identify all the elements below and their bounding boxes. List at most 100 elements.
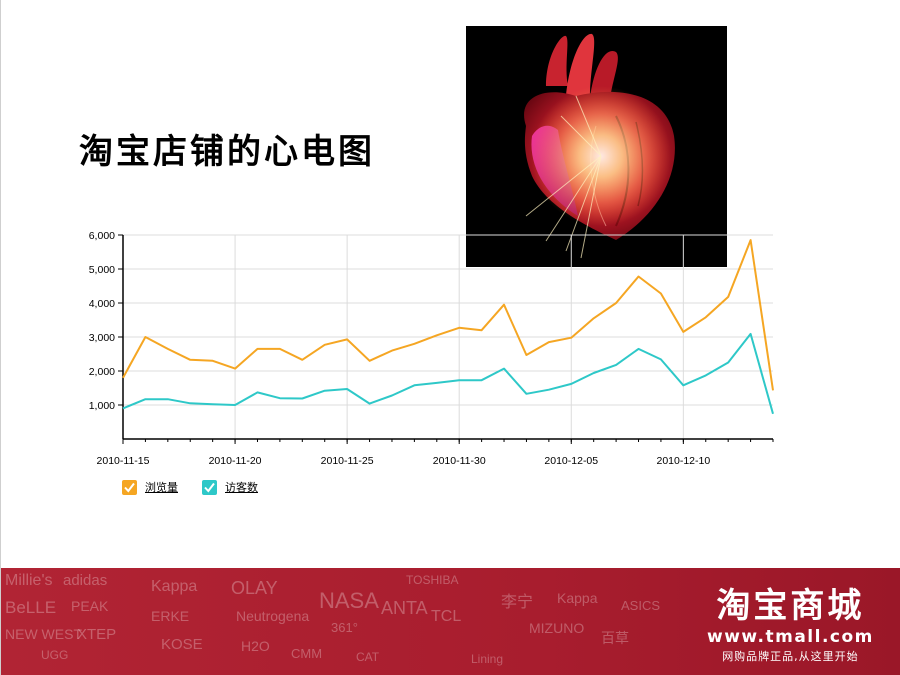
data-point <box>569 335 574 340</box>
x-tick-label: 2010-11-30 <box>433 455 486 467</box>
data-point <box>681 329 686 334</box>
x-tick-label: 2010-12-05 <box>544 455 598 467</box>
data-point <box>345 387 350 392</box>
data-point <box>367 358 372 363</box>
data-point <box>748 331 753 336</box>
data-point <box>165 346 170 351</box>
data-point <box>614 301 619 306</box>
data-point <box>277 396 282 401</box>
data-point <box>524 391 529 396</box>
data-point <box>255 390 260 395</box>
data-point <box>681 383 686 388</box>
data-point <box>703 315 708 320</box>
data-point <box>412 341 417 346</box>
data-point <box>636 274 641 279</box>
x-tick-label: 2010-12-10 <box>656 455 710 467</box>
checkbox-checked-icon[interactable] <box>202 479 217 495</box>
data-point <box>322 388 327 393</box>
brand-watermark: TCL <box>431 608 462 625</box>
legend-label-pageviews[interactable]: 浏览量 <box>145 482 178 494</box>
data-point <box>546 387 551 392</box>
data-point <box>121 375 126 380</box>
data-point <box>143 335 148 340</box>
y-tick-label: 6,000 <box>89 230 115 242</box>
brand-watermark: Kappa <box>557 590 598 606</box>
data-point <box>412 383 417 388</box>
brand-watermark: OLAY <box>231 578 278 598</box>
data-point <box>771 411 776 416</box>
brand-watermark: CAT <box>356 650 380 664</box>
brand-watermark: ERKE <box>151 608 190 624</box>
data-point <box>322 342 327 347</box>
y-tick-label: 3,000 <box>89 332 115 344</box>
brand-watermark: 李宁 <box>501 594 534 611</box>
legend-item-pageviews[interactable]: 浏览量 <box>122 479 178 495</box>
y-tick-label: 5,000 <box>89 264 115 276</box>
data-point <box>121 406 126 411</box>
footer-banner: Millie's BeLLE NEW WEST UGG adidas PEAK XTEP Ka… <box>1 568 900 675</box>
data-point <box>300 357 305 362</box>
brand-watermark: H2O <box>241 638 270 654</box>
data-point <box>546 340 551 345</box>
data-point <box>143 397 148 402</box>
data-point <box>345 337 350 342</box>
logo-url[interactable]: www.tmall.com <box>707 627 874 647</box>
legend-item-visitors[interactable]: 访客数 <box>202 479 258 495</box>
data-point <box>658 291 663 296</box>
brand-watermark: ASICS <box>621 598 661 613</box>
x-tick-label: 2010-11-25 <box>321 455 374 467</box>
brand-watermark: CMM <box>291 646 323 661</box>
data-point <box>188 357 193 362</box>
tmall-logo[interactable]: 淘宝商城 www.tmall.com 网购品牌正品,从这里开始 <box>707 586 874 666</box>
brand-watermark: TOSHIBA <box>406 573 459 587</box>
brand-watermark: UGG <box>41 648 69 662</box>
data-point <box>233 366 238 371</box>
data-point <box>703 373 708 378</box>
brand-watermark: NASA <box>319 588 379 613</box>
data-point <box>233 403 238 408</box>
data-point <box>434 380 439 385</box>
brand-watermark: adidas <box>63 572 108 589</box>
series-line-1 <box>122 332 774 415</box>
x-tick-label: 2010-11-20 <box>209 455 262 467</box>
data-point <box>434 333 439 338</box>
checkbox-checked-icon[interactable] <box>122 479 137 495</box>
data-point <box>502 366 507 371</box>
line-chart: 1,000 2,000 3,000 4,000 5,000 6,000 2010-11-15… <box>89 230 776 467</box>
brand-watermark: Lining <box>471 652 504 666</box>
y-tick-label: 2,000 <box>89 366 115 378</box>
brand-watermark: XTEP <box>77 626 117 643</box>
brand-watermark: PEAK <box>71 598 109 614</box>
brand-watermark: 百草 <box>601 630 629 646</box>
brand-watermark: Neutrogena <box>236 608 310 624</box>
brand-watermark: ANTA <box>381 598 428 618</box>
x-tick-label: 2010-11-15 <box>97 455 150 467</box>
slide-title: 淘宝店铺的心电图 <box>79 132 375 172</box>
data-point <box>614 362 619 367</box>
data-point <box>726 360 731 365</box>
data-point <box>255 346 260 351</box>
brand-watermark: Millie's <box>5 572 53 589</box>
data-point <box>210 358 215 363</box>
data-point <box>210 402 215 407</box>
data-point <box>524 353 529 358</box>
data-point <box>636 346 641 351</box>
data-point <box>457 378 462 383</box>
brand-watermark: KOSE <box>161 636 203 653</box>
data-point <box>591 316 596 321</box>
data-point <box>188 401 193 406</box>
data-point <box>658 357 663 362</box>
data-point <box>389 393 394 398</box>
data-point <box>726 294 731 299</box>
data-point <box>748 238 753 243</box>
series-line-0 <box>122 239 774 391</box>
heart-image <box>466 26 727 267</box>
data-point <box>277 346 282 351</box>
chart-legend: 浏览量 访客数 <box>122 479 258 495</box>
brand-watermark: 361° <box>331 620 358 635</box>
brand-watermark: Kappa <box>151 578 198 595</box>
brand-watermark: NEW WEST <box>5 626 82 642</box>
y-tick-label: 1,000 <box>89 400 115 412</box>
legend-label-visitors[interactable]: 访客数 <box>225 482 258 494</box>
data-point <box>165 397 170 402</box>
